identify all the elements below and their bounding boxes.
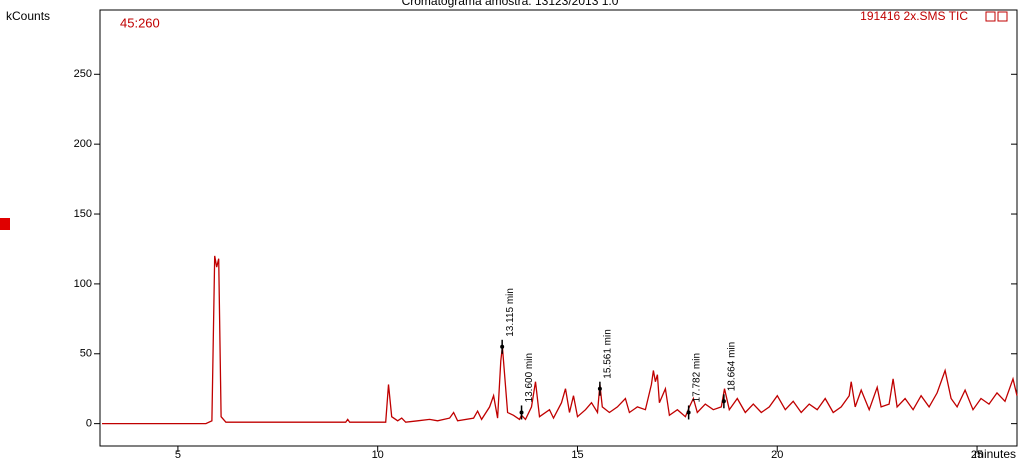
close-icon[interactable] — [997, 11, 1008, 22]
y-tick-label: 50 — [80, 348, 92, 360]
window-icon[interactable] — [985, 11, 996, 22]
chart-title: Cromatograma amostra: 13123/2013 1.0 — [402, 0, 619, 8]
annotation-dot — [519, 410, 524, 415]
x-tick-label: 20 — [771, 449, 783, 461]
annotation-label: 13.600 min — [524, 353, 535, 402]
scan-range: 45:260 — [120, 15, 160, 30]
annotation-label: 17.782 min — [691, 353, 702, 402]
y-tick-label: 200 — [74, 138, 92, 150]
annotation-dot — [597, 386, 602, 391]
x-tick-label: 15 — [571, 449, 583, 461]
trace-line — [102, 255, 1018, 425]
annotation-dot — [500, 344, 505, 349]
annotation-label: 18.664 min — [727, 342, 738, 391]
y-tick-label: 250 — [74, 68, 92, 80]
y-tick-label: 100 — [74, 278, 92, 290]
plot-frame — [99, 9, 1018, 447]
x-axis-label: minutes — [974, 447, 1016, 461]
y-axis-label: kCounts — [6, 9, 50, 23]
annotation-dot — [721, 399, 726, 404]
y-tick-label: 150 — [74, 208, 92, 220]
annotation-dot — [686, 410, 691, 415]
annotation-label: 13.115 min — [505, 288, 516, 337]
annotation-label: 15.561 min — [603, 329, 614, 378]
trace-label: 191416 2x.SMS TIC — [860, 9, 968, 23]
x-tick-label: 10 — [372, 449, 384, 461]
marker-square — [0, 218, 10, 230]
x-tick-label: 5 — [175, 449, 181, 461]
x-tick-label: 25 — [971, 449, 983, 461]
y-tick-label: 0 — [86, 418, 92, 430]
